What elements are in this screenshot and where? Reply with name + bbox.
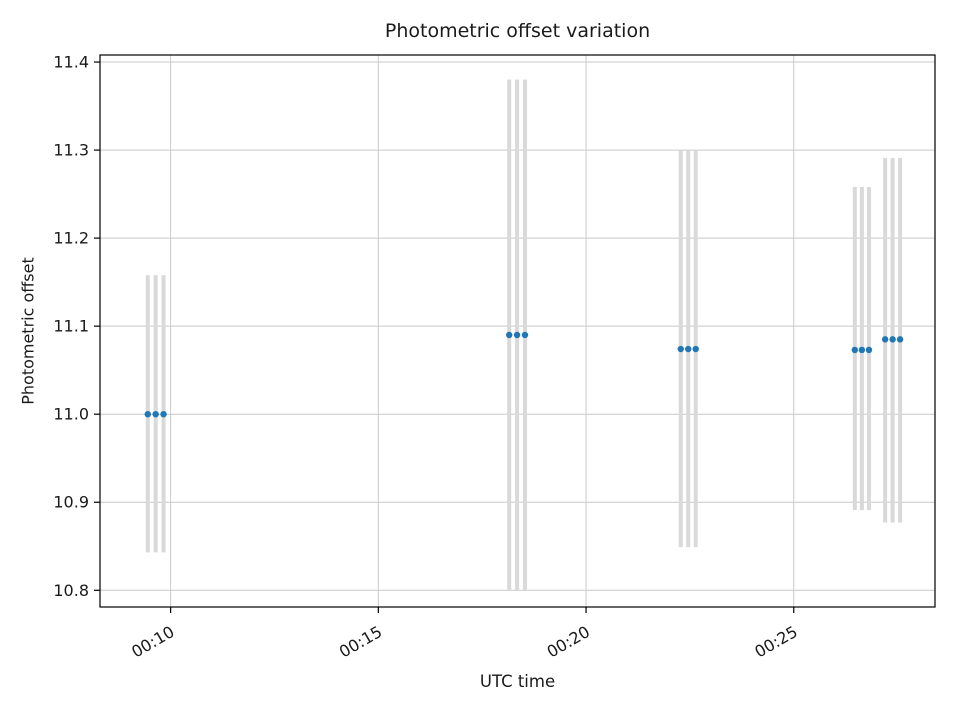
data-point (881, 336, 889, 343)
data-point (692, 345, 699, 353)
data-point (851, 346, 859, 354)
data-point (144, 410, 151, 418)
data-point (505, 331, 513, 339)
data-point (152, 410, 159, 418)
data-point (677, 345, 684, 353)
data-point (160, 410, 167, 418)
axes-border (99, 54, 936, 608)
x-tick-label: 00:20 (544, 622, 593, 662)
chart-title: Photometric offset variation (384, 20, 651, 42)
data-point (858, 346, 866, 354)
data-point (685, 345, 692, 353)
y-tick-label: 11.0 (53, 405, 89, 424)
data-point (889, 336, 896, 343)
y-tick-label: 11.3 (53, 141, 89, 160)
y-tick-label: 10.9 (53, 493, 89, 512)
x-axis-label: UTC time (479, 672, 556, 691)
y-tick-label: 10.8 (53, 581, 89, 600)
x-tick-label: 00:10 (128, 622, 177, 662)
y-tick-label: 11.2 (53, 229, 89, 248)
x-tick-label: 00:25 (751, 622, 800, 662)
data-point (896, 336, 904, 343)
x-tick-label: 00:15 (336, 622, 385, 662)
y-tick-label: 11.1 (53, 317, 89, 336)
y-tick-label: 11.4 (53, 53, 89, 72)
data-point (865, 346, 873, 354)
data-point (521, 331, 529, 339)
data-point (513, 331, 521, 339)
